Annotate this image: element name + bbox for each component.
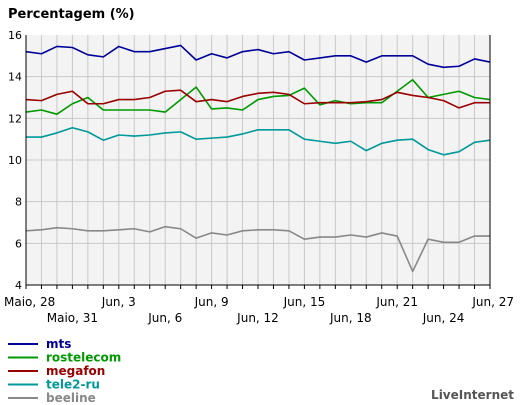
axes (25, 35, 491, 289)
series-line-rostelecom (25, 78, 491, 115)
legend-item-rostelecom: rostelecom (8, 351, 121, 365)
x-tick-label: Maio, 31 (47, 311, 98, 325)
x-tick-label: Jun, 21 (375, 295, 418, 309)
legend-label: tele2-ru (46, 378, 100, 392)
grid-lines (26, 35, 490, 285)
y-tick-label: 12 (8, 112, 22, 125)
legend-item-megafon: megafon (8, 364, 105, 378)
x-tick-labels: Maio, 28 Jun, 3 Jun, 9 Jun, 15 Jun, 21 Jun, 2… (4, 295, 514, 325)
y-tick-label: 16 (8, 29, 22, 42)
y-tick-labels: 4 6 8 10 12 14 16 (8, 29, 22, 292)
x-tick-label: Jun, 6 (147, 311, 182, 325)
y-tick-label: 8 (15, 196, 22, 209)
series-line-tele2-ru (26, 126, 491, 156)
x-tick-label: Maio, 28 (4, 295, 55, 309)
legend-item-beeline: beeline (8, 391, 96, 405)
x-tick-label: Jun, 15 (283, 295, 326, 309)
liveinternet-watermark: LiveInternet (431, 388, 514, 402)
series-line-beeline (25, 225, 490, 273)
legend-label: rostelecom (46, 351, 121, 365)
x-tick-label: Jun, 18 (329, 311, 372, 325)
y-tick-label: 14 (8, 71, 22, 84)
legend-label: beeline (46, 391, 96, 405)
y-tick-label: 4 (15, 279, 22, 292)
x-tick-label: Jun, 24 (422, 311, 465, 325)
series-lines (25, 44, 491, 273)
legend-item-mts: mts (8, 337, 71, 351)
chart-title: Percentagem (%) (8, 7, 135, 22)
legend-label: mts (46, 337, 71, 351)
x-tick-label: Jun, 9 (194, 295, 229, 309)
x-tick-label: Jun, 3 (101, 295, 136, 309)
y-tick-label: 10 (8, 154, 22, 167)
series-line-mts (25, 44, 491, 69)
x-tick-label: Jun, 12 (236, 311, 279, 325)
x-tick-label: Jun, 27 (471, 295, 514, 309)
legend-item-tele2-ru: tele2-ru (8, 378, 100, 392)
y-tick-label: 6 (15, 237, 22, 250)
series-line-megafon (25, 89, 490, 109)
legend-label: megafon (46, 364, 105, 378)
